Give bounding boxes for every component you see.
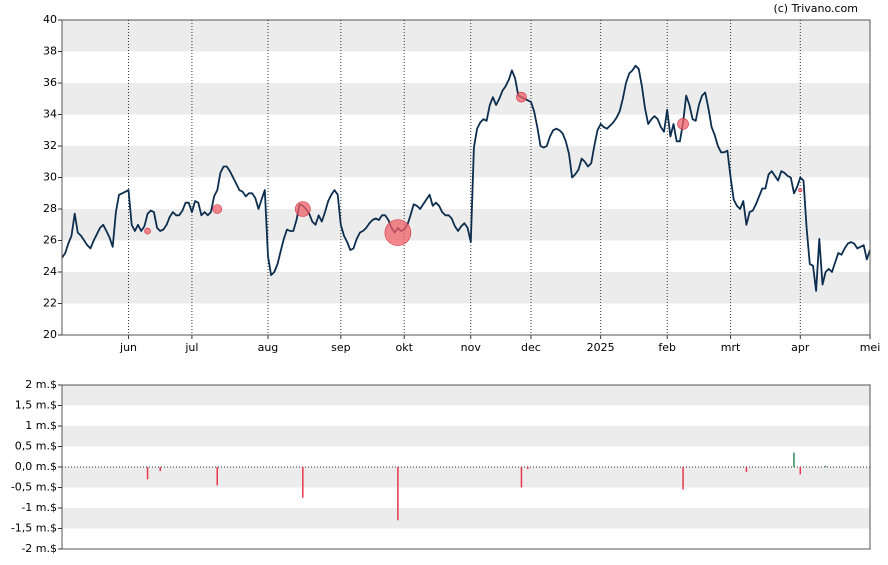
price-line <box>61 64 871 292</box>
y-tick-label: 0,0 m.$ <box>15 460 57 473</box>
grid-band <box>62 272 870 304</box>
x-tick-label: jun <box>119 341 137 354</box>
y-tick-label: 40 <box>43 13 57 26</box>
source: (c) Trivano.com <box>773 2 858 15</box>
y-tick-label: 1,5 m.$ <box>15 399 57 412</box>
trade-bubble <box>798 188 803 193</box>
x-tick-label: sep <box>331 341 350 354</box>
y-tick-label: -0,5 m.$ <box>11 481 57 494</box>
y-tick-label: 36 <box>43 76 57 89</box>
y-tick-label: 30 <box>43 171 57 184</box>
x-tick-label: feb <box>658 341 676 354</box>
y-tick-label: -2 m.$ <box>21 542 57 555</box>
trade-bubble <box>516 91 527 103</box>
x-tick-label: nov <box>461 341 482 354</box>
y-tick-label: 34 <box>43 108 57 121</box>
y-tick-label: 22 <box>43 297 57 310</box>
x-tick-label: aug <box>258 341 279 354</box>
x-tick-label: dec <box>521 341 541 354</box>
x-tick-label: jul <box>184 341 198 354</box>
trade-bubble <box>212 204 223 214</box>
grid-band <box>62 146 870 178</box>
y-tick-label: 38 <box>43 45 57 58</box>
grid-band <box>62 508 870 529</box>
y-tick-label: -1 m.$ <box>21 501 57 514</box>
y-tick-label: 2 m.$ <box>25 378 57 391</box>
y-tick-label: -1,5 m.$ <box>11 522 57 535</box>
y-tick-label: 28 <box>43 202 57 215</box>
trade-bubble <box>677 118 689 130</box>
grid-band <box>62 83 870 115</box>
y-tick-label: 24 <box>43 265 57 278</box>
x-tick-label: okt <box>396 341 414 354</box>
y-tick-label: 0,5 m.$ <box>15 440 57 453</box>
y-tick-label: 1 m.$ <box>25 419 57 432</box>
trade-bubble <box>295 201 311 217</box>
grid-band <box>62 20 870 52</box>
x-tick-label: apr <box>791 341 810 354</box>
y-tick-label: 26 <box>43 234 57 247</box>
trade-bubble <box>144 227 151 235</box>
x-tick-label: mei <box>860 341 881 354</box>
y-tick-label: 32 <box>43 139 57 152</box>
y-tick-label: 20 <box>43 328 57 341</box>
x-tick-label: mrt <box>721 341 741 354</box>
grid-band <box>62 426 870 447</box>
grid-band <box>62 385 870 406</box>
plot-frame <box>61 19 871 336</box>
grid-band <box>62 467 870 488</box>
trade-bubble <box>384 219 412 246</box>
x-tick-label: 2025 <box>587 341 615 354</box>
plot-frame <box>61 384 871 550</box>
